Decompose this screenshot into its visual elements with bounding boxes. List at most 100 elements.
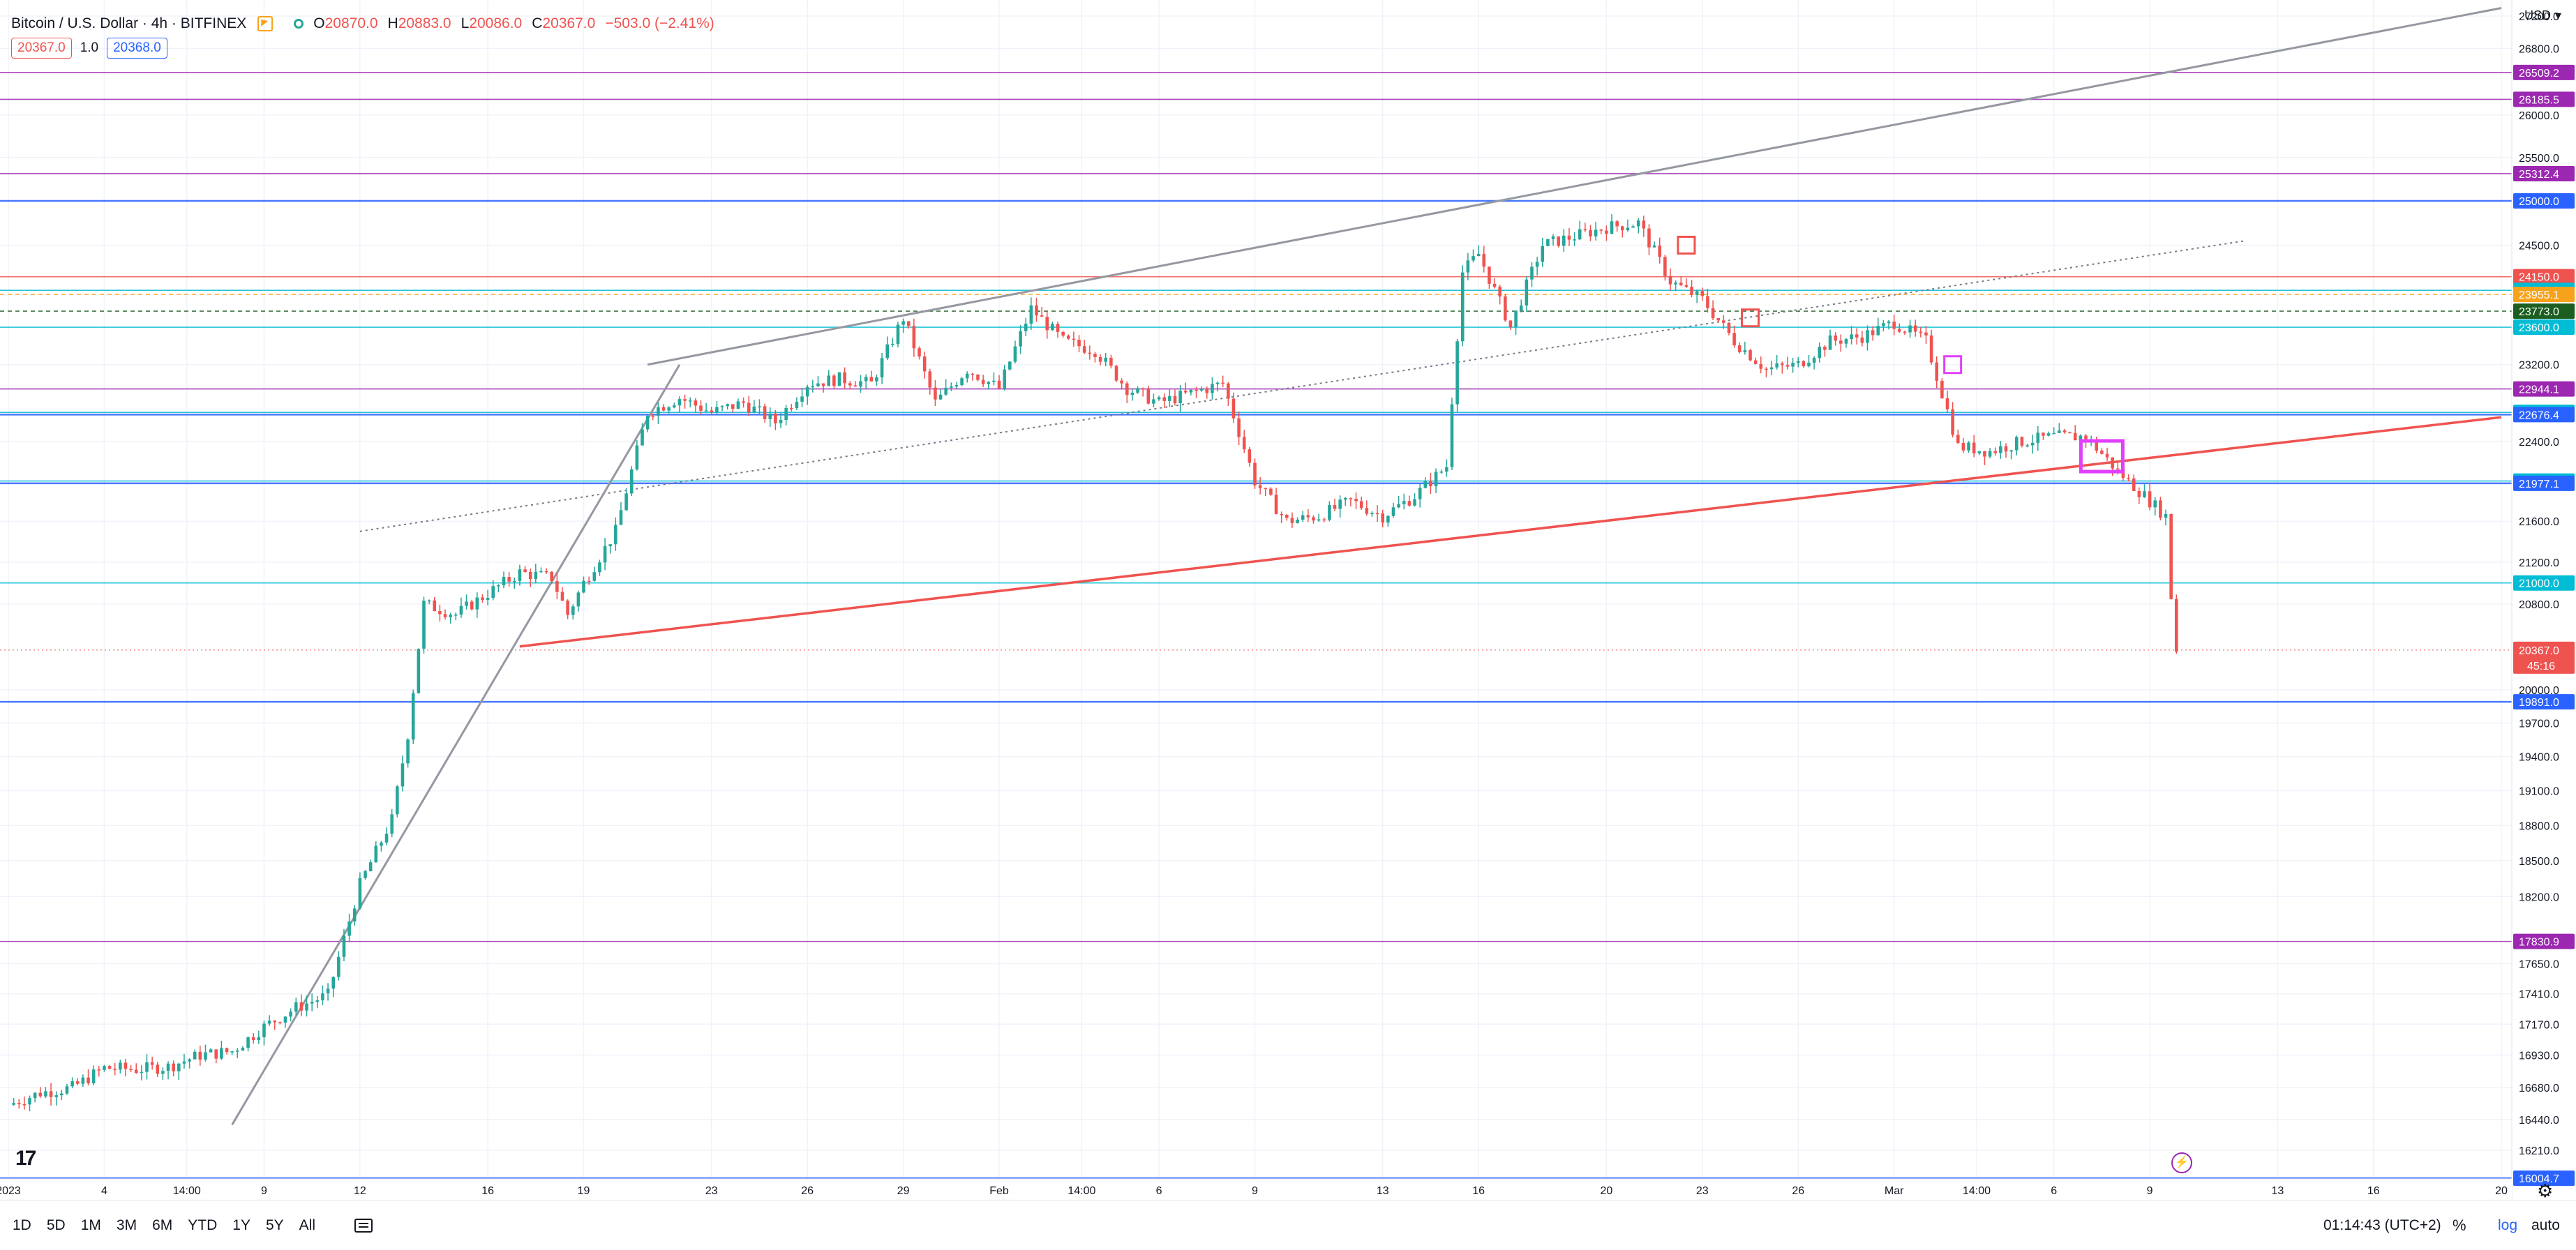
- candle-body: [406, 739, 410, 764]
- candle-body: [321, 993, 324, 1001]
- horizontal-levels: [0, 72, 2512, 1180]
- candle-body: [1445, 467, 1448, 472]
- candle-body: [534, 571, 538, 580]
- candle-body: [512, 580, 516, 582]
- candle-body: [400, 763, 405, 787]
- timeframe-all[interactable]: All: [299, 1217, 315, 1233]
- candle-body: [1828, 335, 1832, 350]
- candle-body: [166, 1063, 170, 1071]
- candle-body: [1114, 366, 1118, 381]
- candle-body: [60, 1093, 63, 1096]
- quantity-field[interactable]: 1.0: [80, 40, 99, 55]
- level-tag: [2513, 269, 2575, 285]
- candle-body: [774, 413, 777, 423]
- candle-body: [1785, 365, 1790, 367]
- candle-body: [81, 1077, 85, 1084]
- candle-body: [1658, 246, 1662, 257]
- candle-body: [502, 577, 506, 586]
- level-tag: [2513, 1170, 2575, 1187]
- candle-body: [91, 1069, 96, 1084]
- candle-body: [1796, 361, 1800, 363]
- candle-body: [539, 571, 543, 573]
- candle-body: [1674, 283, 1677, 285]
- level-tag-label: 25312.4: [2519, 169, 2559, 181]
- candle-body: [731, 404, 735, 409]
- gear-icon[interactable]: ⚙: [2537, 1180, 2554, 1201]
- candle-body: [699, 405, 703, 411]
- currency-selector[interactable]: USD ▾: [2524, 8, 2561, 23]
- candle-body: [550, 571, 554, 582]
- flag-icon[interactable]: [257, 16, 274, 31]
- x-tick-label: 26: [801, 1185, 814, 1197]
- level-tag-label: 21000.0: [2519, 578, 2559, 590]
- price-axis[interactable]: 27200.026800.026000.025500.024500.023200…: [0, 0, 2576, 1200]
- candle-body: [2052, 432, 2055, 435]
- auto-toggle[interactable]: auto: [2531, 1217, 2560, 1233]
- candle-body: [528, 571, 532, 580]
- lightning-icon[interactable]: ⚡: [2171, 1152, 2192, 1173]
- symbol-title[interactable]: Bitcoin / U.S. Dollar · 4h · BITFINEX: [11, 15, 247, 31]
- x-tick-label: 6: [1156, 1185, 1162, 1197]
- y-tick-label: 17650.0: [2519, 959, 2559, 971]
- candle-body: [129, 1069, 133, 1070]
- candle-body: [1029, 305, 1033, 324]
- level-tag: [2513, 193, 2575, 209]
- candle-body: [901, 321, 905, 325]
- candle-body: [364, 871, 367, 878]
- tradingview-logo-icon[interactable]: 17: [15, 1147, 36, 1170]
- candle-body: [1455, 341, 1459, 405]
- x-tick-label: 19: [578, 1185, 590, 1197]
- candle-body: [869, 377, 874, 382]
- candle-body: [1221, 382, 1225, 384]
- candle-body: [2062, 430, 2067, 432]
- timeframe-3m[interactable]: 3M: [116, 1217, 137, 1233]
- candle-body: [1391, 507, 1395, 516]
- candle-body: [1460, 272, 1465, 342]
- candle-body: [1871, 330, 1875, 336]
- y-tick-label: 27200.0: [2519, 11, 2559, 23]
- timeframe-1y[interactable]: 1Y: [232, 1217, 250, 1233]
- x-tick-label: 9: [261, 1185, 267, 1197]
- timeframe-5d[interactable]: 5D: [46, 1217, 66, 1233]
- candle-body: [1466, 260, 1470, 273]
- candle-body: [28, 1098, 31, 1105]
- timeframe-6m[interactable]: 6M: [152, 1217, 173, 1233]
- x-tick-label: 20: [2495, 1185, 2508, 1197]
- candle-body: [368, 862, 373, 872]
- candle-body: [2153, 500, 2157, 508]
- calendar-icon[interactable]: [354, 1218, 373, 1233]
- candle-body: [1125, 383, 1129, 396]
- timeframe-1m[interactable]: 1M: [80, 1217, 101, 1233]
- candle-body: [992, 380, 996, 382]
- candle-body: [2169, 514, 2173, 599]
- candle-body: [1834, 335, 1837, 341]
- buy-button[interactable]: 20368.0: [107, 38, 167, 59]
- time-axis[interactable]: 2023414:009121619232629Feb14:00691316202…: [0, 1178, 2512, 1200]
- candle-body: [422, 601, 426, 649]
- candle-body: [1722, 320, 1725, 323]
- candle-body: [1977, 451, 1982, 454]
- candle-body: [278, 1022, 282, 1023]
- y-tick-label: 23200.0: [2519, 360, 2559, 372]
- ohlc-open: O20870.0: [313, 15, 378, 31]
- log-toggle[interactable]: log: [2498, 1217, 2518, 1233]
- candle-body: [832, 375, 836, 386]
- candle-body: [1429, 481, 1432, 487]
- x-tick-label: 29: [897, 1185, 910, 1197]
- timeframe-ytd[interactable]: YTD: [188, 1217, 218, 1233]
- candle-body: [603, 546, 607, 563]
- candle-body: [352, 908, 357, 922]
- candle-body: [1508, 320, 1513, 327]
- timeframe-5y[interactable]: 5Y: [265, 1217, 284, 1233]
- candle-body: [2100, 450, 2104, 454]
- timeframe-1d[interactable]: 1D: [13, 1217, 31, 1233]
- candle-body: [134, 1069, 138, 1073]
- sell-button[interactable]: 20367.0: [11, 38, 72, 59]
- clock[interactable]: 01:14:43 (UTC+2): [2323, 1217, 2441, 1233]
- candle-body: [1072, 338, 1076, 340]
- x-tick-label: 4: [101, 1185, 107, 1197]
- candle-body: [220, 1048, 223, 1059]
- percent-toggle[interactable]: %: [2453, 1216, 2466, 1234]
- candle-body: [1178, 391, 1182, 404]
